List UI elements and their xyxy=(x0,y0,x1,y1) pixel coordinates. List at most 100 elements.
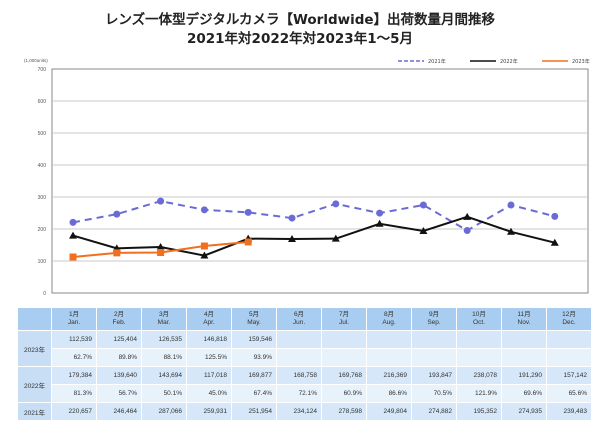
data-point xyxy=(419,226,428,234)
y-tick-label: 300 xyxy=(38,195,47,201)
data-point xyxy=(157,197,165,205)
value-cell: 126,535 xyxy=(141,330,187,349)
yoy-percent-cell: 88.1% xyxy=(141,348,187,367)
value-cell: 195,352 xyxy=(456,402,502,421)
yoy-percent-cell xyxy=(411,348,457,367)
data-point xyxy=(156,243,165,251)
data-point xyxy=(375,219,384,227)
data-point xyxy=(550,238,559,246)
value-cell: 251,954 xyxy=(231,402,277,421)
yoy-percent-cell: 60.9% xyxy=(321,384,367,403)
data-point xyxy=(507,201,515,209)
row-label: 2021年 xyxy=(17,402,52,421)
month-en: Oct. xyxy=(473,319,485,326)
yoy-percent-cell xyxy=(321,348,367,367)
month-en: Mar. xyxy=(157,319,171,326)
value-cell xyxy=(276,330,322,349)
chart-subtitle: 2021年対2022年対2023年1～5月 xyxy=(186,31,413,47)
month-en: Aug. xyxy=(382,319,396,326)
month-header: 4月 Apr. xyxy=(186,307,232,331)
value-cell: 157,142 xyxy=(546,366,592,385)
month-en: Jan. xyxy=(67,319,81,326)
month-en: Nov. xyxy=(517,319,531,326)
value-cell: 238,078 xyxy=(456,366,502,385)
yoy-percent-cell: 121.9% xyxy=(456,384,502,403)
yoy-percent-cell xyxy=(366,348,412,367)
yoy-percent-cell: 50.1% xyxy=(141,384,187,403)
month-jp: 9月 xyxy=(428,311,440,318)
y-tick-label: 0 xyxy=(43,291,46,297)
y-tick-label: 700 xyxy=(38,67,47,73)
month-en: Jun. xyxy=(292,319,306,326)
data-point xyxy=(288,234,296,242)
month-en: Feb. xyxy=(112,319,126,326)
yoy-percent-cell: 86.6% xyxy=(366,384,412,403)
value-cell: 169,768 xyxy=(321,366,367,385)
month-en: Apr. xyxy=(203,319,215,326)
value-cell: 139,640 xyxy=(96,366,142,385)
month-header: 6月 Jun. xyxy=(276,307,322,331)
yoy-percent-cell: 62.7% xyxy=(51,348,97,367)
plot-area xyxy=(51,68,589,294)
y-tick-label: 200 xyxy=(38,227,47,233)
data-point xyxy=(376,209,384,217)
value-cell: 146,818 xyxy=(186,330,232,349)
yoy-percent-cell: 70.5% xyxy=(411,384,457,403)
data-point xyxy=(113,249,121,257)
month-header: 9月 Sep. xyxy=(411,307,457,331)
month-jp: 5月 xyxy=(248,311,260,318)
data-point xyxy=(200,251,209,259)
series-line-2022年 xyxy=(72,215,556,257)
data-point xyxy=(463,212,472,220)
month-jp: 3月 xyxy=(158,311,170,318)
yoy-percent-cell: 81.3% xyxy=(51,384,97,403)
value-cell: 193,847 xyxy=(411,366,457,385)
legend-label: 2022年 xyxy=(500,58,518,65)
value-cell: 191,290 xyxy=(501,366,547,385)
value-cell: 143,694 xyxy=(141,366,187,385)
value-cell: 216,369 xyxy=(366,366,412,385)
month-header: 11月 Nov. xyxy=(501,307,547,331)
yoy-percent-cell xyxy=(456,348,502,367)
month-en: Sep. xyxy=(427,319,441,326)
yoy-percent-cell xyxy=(546,348,592,367)
month-jp: 8月 xyxy=(383,311,395,318)
month-jp: 2月 xyxy=(113,311,125,318)
data-point xyxy=(244,208,252,216)
yoy-percent-cell: 56.7% xyxy=(96,384,142,403)
yoy-percent-cell xyxy=(276,348,322,367)
month-header: 3月 Mar. xyxy=(141,307,187,331)
value-cell xyxy=(411,330,457,349)
value-cell: 246,464 xyxy=(96,402,142,421)
series-line-2021年 xyxy=(72,200,556,232)
value-cell: 249,804 xyxy=(366,402,412,421)
legend-label: 2023年 xyxy=(572,58,590,65)
month-jp: 1月 xyxy=(68,311,80,318)
header-corner xyxy=(17,307,52,331)
data-point xyxy=(332,200,340,208)
value-cell xyxy=(456,330,502,349)
month-jp: 7月 xyxy=(338,311,350,318)
line-chart: 0 100 200 300 400 500 600 700 (1,000units) 2021年 2… xyxy=(24,58,590,297)
value-cell: 287,066 xyxy=(141,402,187,421)
value-cell: 239,483 xyxy=(546,402,592,421)
value-cell: 274,882 xyxy=(411,402,457,421)
value-cell: 234,124 xyxy=(276,402,322,421)
data-point xyxy=(507,227,515,235)
value-cell: 259,931 xyxy=(186,402,232,421)
month-jp: 11月 xyxy=(517,311,531,318)
yoy-percent-cell: 93.9% xyxy=(231,348,277,367)
data-point xyxy=(113,210,121,218)
yoy-percent-cell xyxy=(501,348,547,367)
month-header: 1月 Jan. xyxy=(51,307,97,331)
month-header: 5月 May. xyxy=(231,307,277,331)
value-cell: 112,539 xyxy=(51,330,97,349)
legend-label: 2021年 xyxy=(428,58,446,65)
value-cell xyxy=(321,330,367,349)
y-tick-label: 600 xyxy=(38,99,47,105)
data-point xyxy=(244,238,252,246)
yoy-percent-cell: 69.6% xyxy=(501,384,547,403)
data-point xyxy=(200,206,208,214)
value-cell: 117,018 xyxy=(186,366,232,385)
